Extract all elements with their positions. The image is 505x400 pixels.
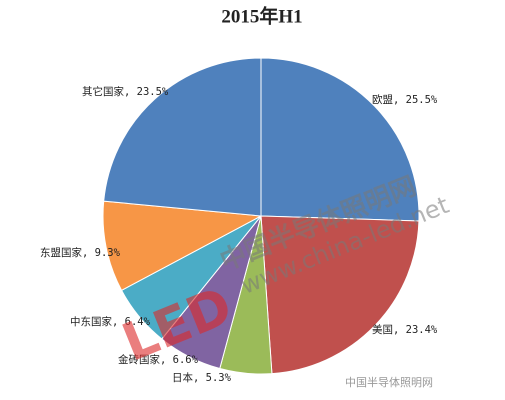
pie-slice (260, 215, 420, 375)
chart-title: 2015年H1 (221, 4, 302, 27)
pie-slice (103, 57, 262, 217)
data-label: 中东国家, 6.4% (70, 315, 151, 328)
data-label: 其它国家, 23.5% (82, 85, 169, 98)
pie-slice (260, 57, 420, 222)
data-label: 欧盟, 25.5% (372, 94, 438, 106)
data-labels: 欧盟, 25.5% 美国, 23.4% 日本, 5.3% 金砖国家, 6.6% 中东国家… (40, 85, 438, 384)
pie-slice (102, 200, 263, 292)
data-label: 金砖国家, 6.6% (118, 353, 199, 366)
pie (102, 57, 420, 375)
data-label: 东盟国家, 9.3% (40, 246, 121, 259)
data-label: 美国, 23.4% (372, 323, 438, 336)
watermark: 中国半导体照明网 (345, 375, 433, 389)
data-label: 日本, 5.3% (172, 371, 232, 384)
